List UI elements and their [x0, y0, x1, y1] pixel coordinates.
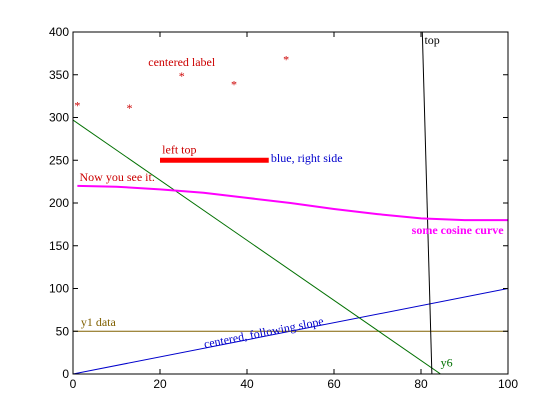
scatter-point: * [179, 69, 185, 83]
y-tick-label: 350 [49, 68, 69, 82]
x-tick-label: 40 [240, 377, 254, 391]
x-tick-label: 20 [153, 377, 167, 391]
x-tick-label: 60 [327, 377, 341, 391]
annotation-label: top [424, 33, 439, 47]
series-line-4 [77, 184, 508, 222]
scatter-point: * [231, 77, 237, 91]
scatter-point: * [283, 53, 289, 67]
y-tick-label: 400 [49, 25, 69, 39]
y-tick-label: 150 [49, 239, 69, 253]
annotation-label: y6 [441, 355, 453, 369]
y-tick-label: 100 [49, 282, 69, 296]
series-group: * * * * * [73, 32, 508, 374]
x-tick-label: 80 [414, 377, 428, 391]
y-tick-label: 50 [56, 324, 70, 338]
scatter-point: * [127, 101, 133, 115]
series-line-2 [73, 119, 441, 374]
annotation-label: Now you see it. [80, 170, 155, 184]
annotation-label: some cosine curve [412, 223, 505, 237]
y-tick-label: 0 [62, 367, 69, 381]
series-line-3 [421, 32, 433, 374]
y-axis-ticks: 0 50 100 150 200 250 300 350 400 [49, 25, 508, 381]
x-tick-label: 100 [498, 377, 518, 391]
y-tick-label: 200 [49, 196, 69, 210]
y-tick-label: 250 [49, 153, 69, 167]
y-tick-label: 300 [49, 111, 69, 125]
annotation-label: left top [162, 142, 196, 156]
scatter-point: * [74, 99, 80, 113]
x-tick-label: 0 [70, 377, 77, 391]
annotation-label: y1 data [81, 315, 117, 329]
x-axis-ticks: 0 20 40 60 80 100 [70, 32, 518, 391]
annotation-label: centered label [148, 55, 216, 69]
annotation-label: blue, right side [271, 151, 343, 165]
